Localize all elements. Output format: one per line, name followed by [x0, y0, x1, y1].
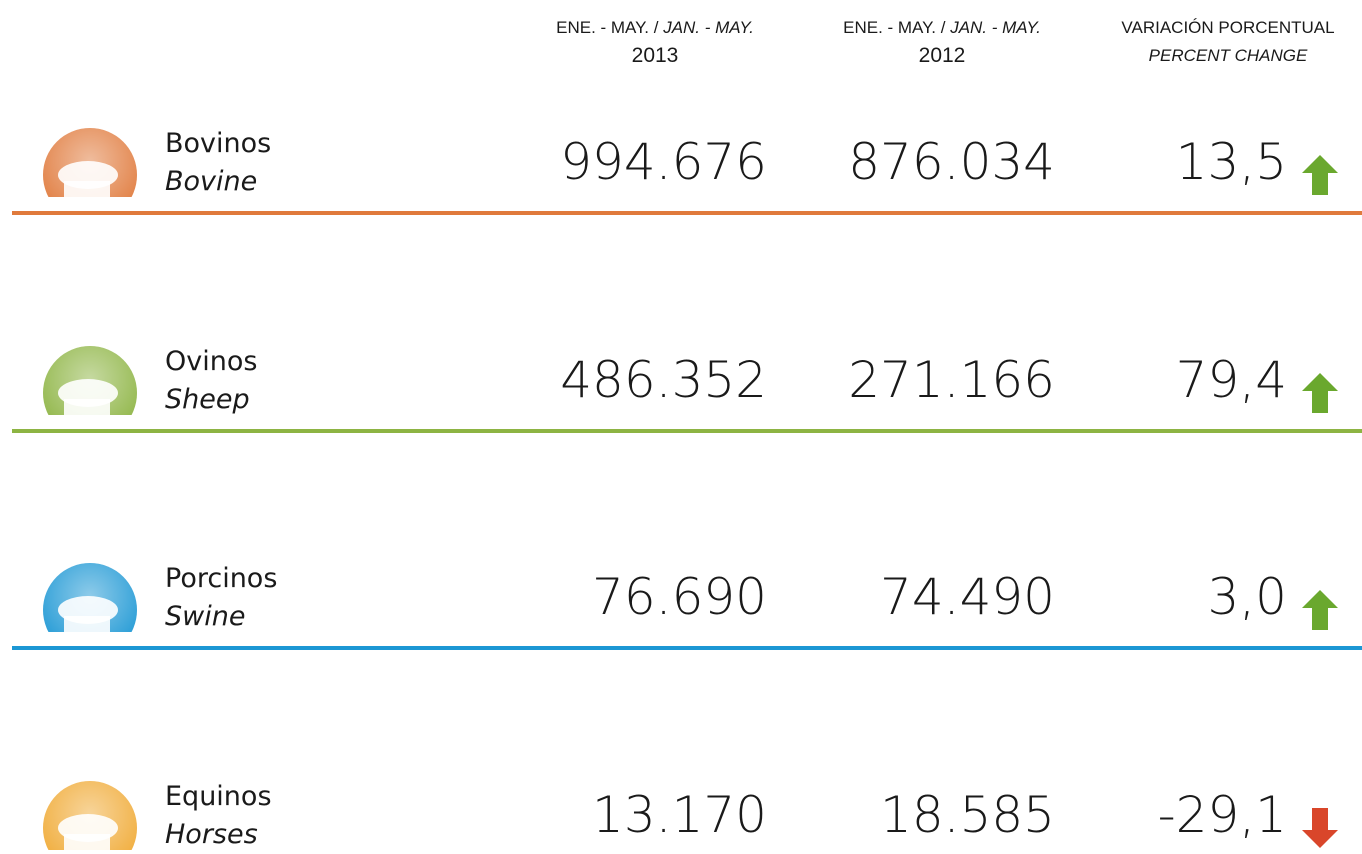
header-es: ENE. - MAY. / [556, 18, 659, 37]
table-row: Bovinos Bovine 994.676 876.034 13,5 [0, 125, 1362, 225]
percent-change: -29,1 [1157, 785, 1287, 844]
name-en: Swine [165, 601, 246, 632]
percent-change: 79,4 [1175, 350, 1287, 409]
header-es: ENE. - MAY. / [843, 18, 946, 37]
icon-body [43, 345, 137, 415]
name-es: Porcinos [165, 563, 278, 594]
header-es: VARIACIÓN PORCENTUAL [1121, 18, 1335, 37]
animal-legs [64, 616, 110, 632]
percent-change: 13,5 [1175, 133, 1287, 191]
name-en: Sheep [165, 383, 250, 415]
value-2012: 74.490 [880, 568, 1055, 626]
value-2012: 18.585 [880, 785, 1055, 844]
name-en: Bovine [165, 166, 258, 197]
animal-legs [64, 833, 110, 850]
header-en: JAN. - MAY. [950, 18, 1041, 37]
row-divider [12, 428, 1362, 433]
arrow [1302, 372, 1338, 413]
row-name: Equinos Horses [165, 778, 272, 854]
name-es: Equinos [165, 780, 272, 812]
header-en: JAN. - MAY. [663, 18, 754, 37]
trend-arrow [1302, 590, 1338, 630]
icon-body [43, 780, 137, 850]
header-line: ENE. - MAY. / JAN. - MAY. [792, 14, 1092, 42]
table-row: Equinos Horses 13.170 18.585 -29,1 [0, 778, 1362, 854]
animal-icon [43, 563, 137, 632]
trend-arrow [1302, 807, 1338, 848]
header-line: ENE. - MAY. / JAN. - MAY. [505, 14, 805, 42]
value-2012: 876.034 [848, 133, 1055, 191]
value-2013: 76.690 [592, 568, 767, 626]
name-es: Ovinos [165, 345, 258, 377]
header-en: PERCENT CHANGE [1148, 46, 1308, 65]
value-2013: 994.676 [560, 133, 767, 191]
header-year: 2013 [631, 44, 679, 67]
column-header: ENE. - MAY. / JAN. - MAY. 2013 [505, 14, 805, 70]
row-name: Ovinos Sheep [165, 343, 257, 419]
animal-legs [64, 181, 110, 197]
animal-legs [64, 398, 110, 415]
table-row: Ovinos Sheep 486.352 271.166 79,4 [0, 343, 1362, 443]
animal-icon [43, 128, 137, 197]
header-line: VARIACIÓN PORCENTUAL [1078, 14, 1362, 42]
name-es: Bovinos [165, 128, 272, 159]
value-2013: 486.352 [560, 350, 767, 409]
row-name: Porcinos Swine [165, 560, 277, 636]
column-header: ENE. - MAY. / JAN. - MAY. 2012 [792, 14, 1092, 70]
animal-icon [43, 780, 137, 850]
table-row: Porcinos Swine 76.690 74.490 3,0 [0, 560, 1362, 660]
arrow [1302, 590, 1338, 630]
arrow [1302, 807, 1338, 848]
trend-arrow [1302, 372, 1338, 413]
value-2012: 271.166 [848, 350, 1055, 409]
animal-icon [43, 345, 137, 415]
row-divider [12, 211, 1362, 215]
percent-change: 3,0 [1207, 568, 1287, 626]
row-name: Bovinos Bovine [165, 125, 271, 201]
column-header: VARIACIÓN PORCENTUAL PERCENT CHANGE [1078, 14, 1362, 70]
value-2013: 13.170 [592, 785, 767, 844]
arrow [1302, 155, 1338, 195]
icon-body [43, 563, 137, 632]
icon-body [43, 128, 137, 197]
header-line: PERCENT CHANGE [1078, 42, 1362, 70]
row-divider [12, 646, 1362, 650]
trend-arrow [1302, 155, 1338, 195]
header-year: 2012 [918, 44, 966, 67]
name-en: Horses [165, 818, 258, 850]
